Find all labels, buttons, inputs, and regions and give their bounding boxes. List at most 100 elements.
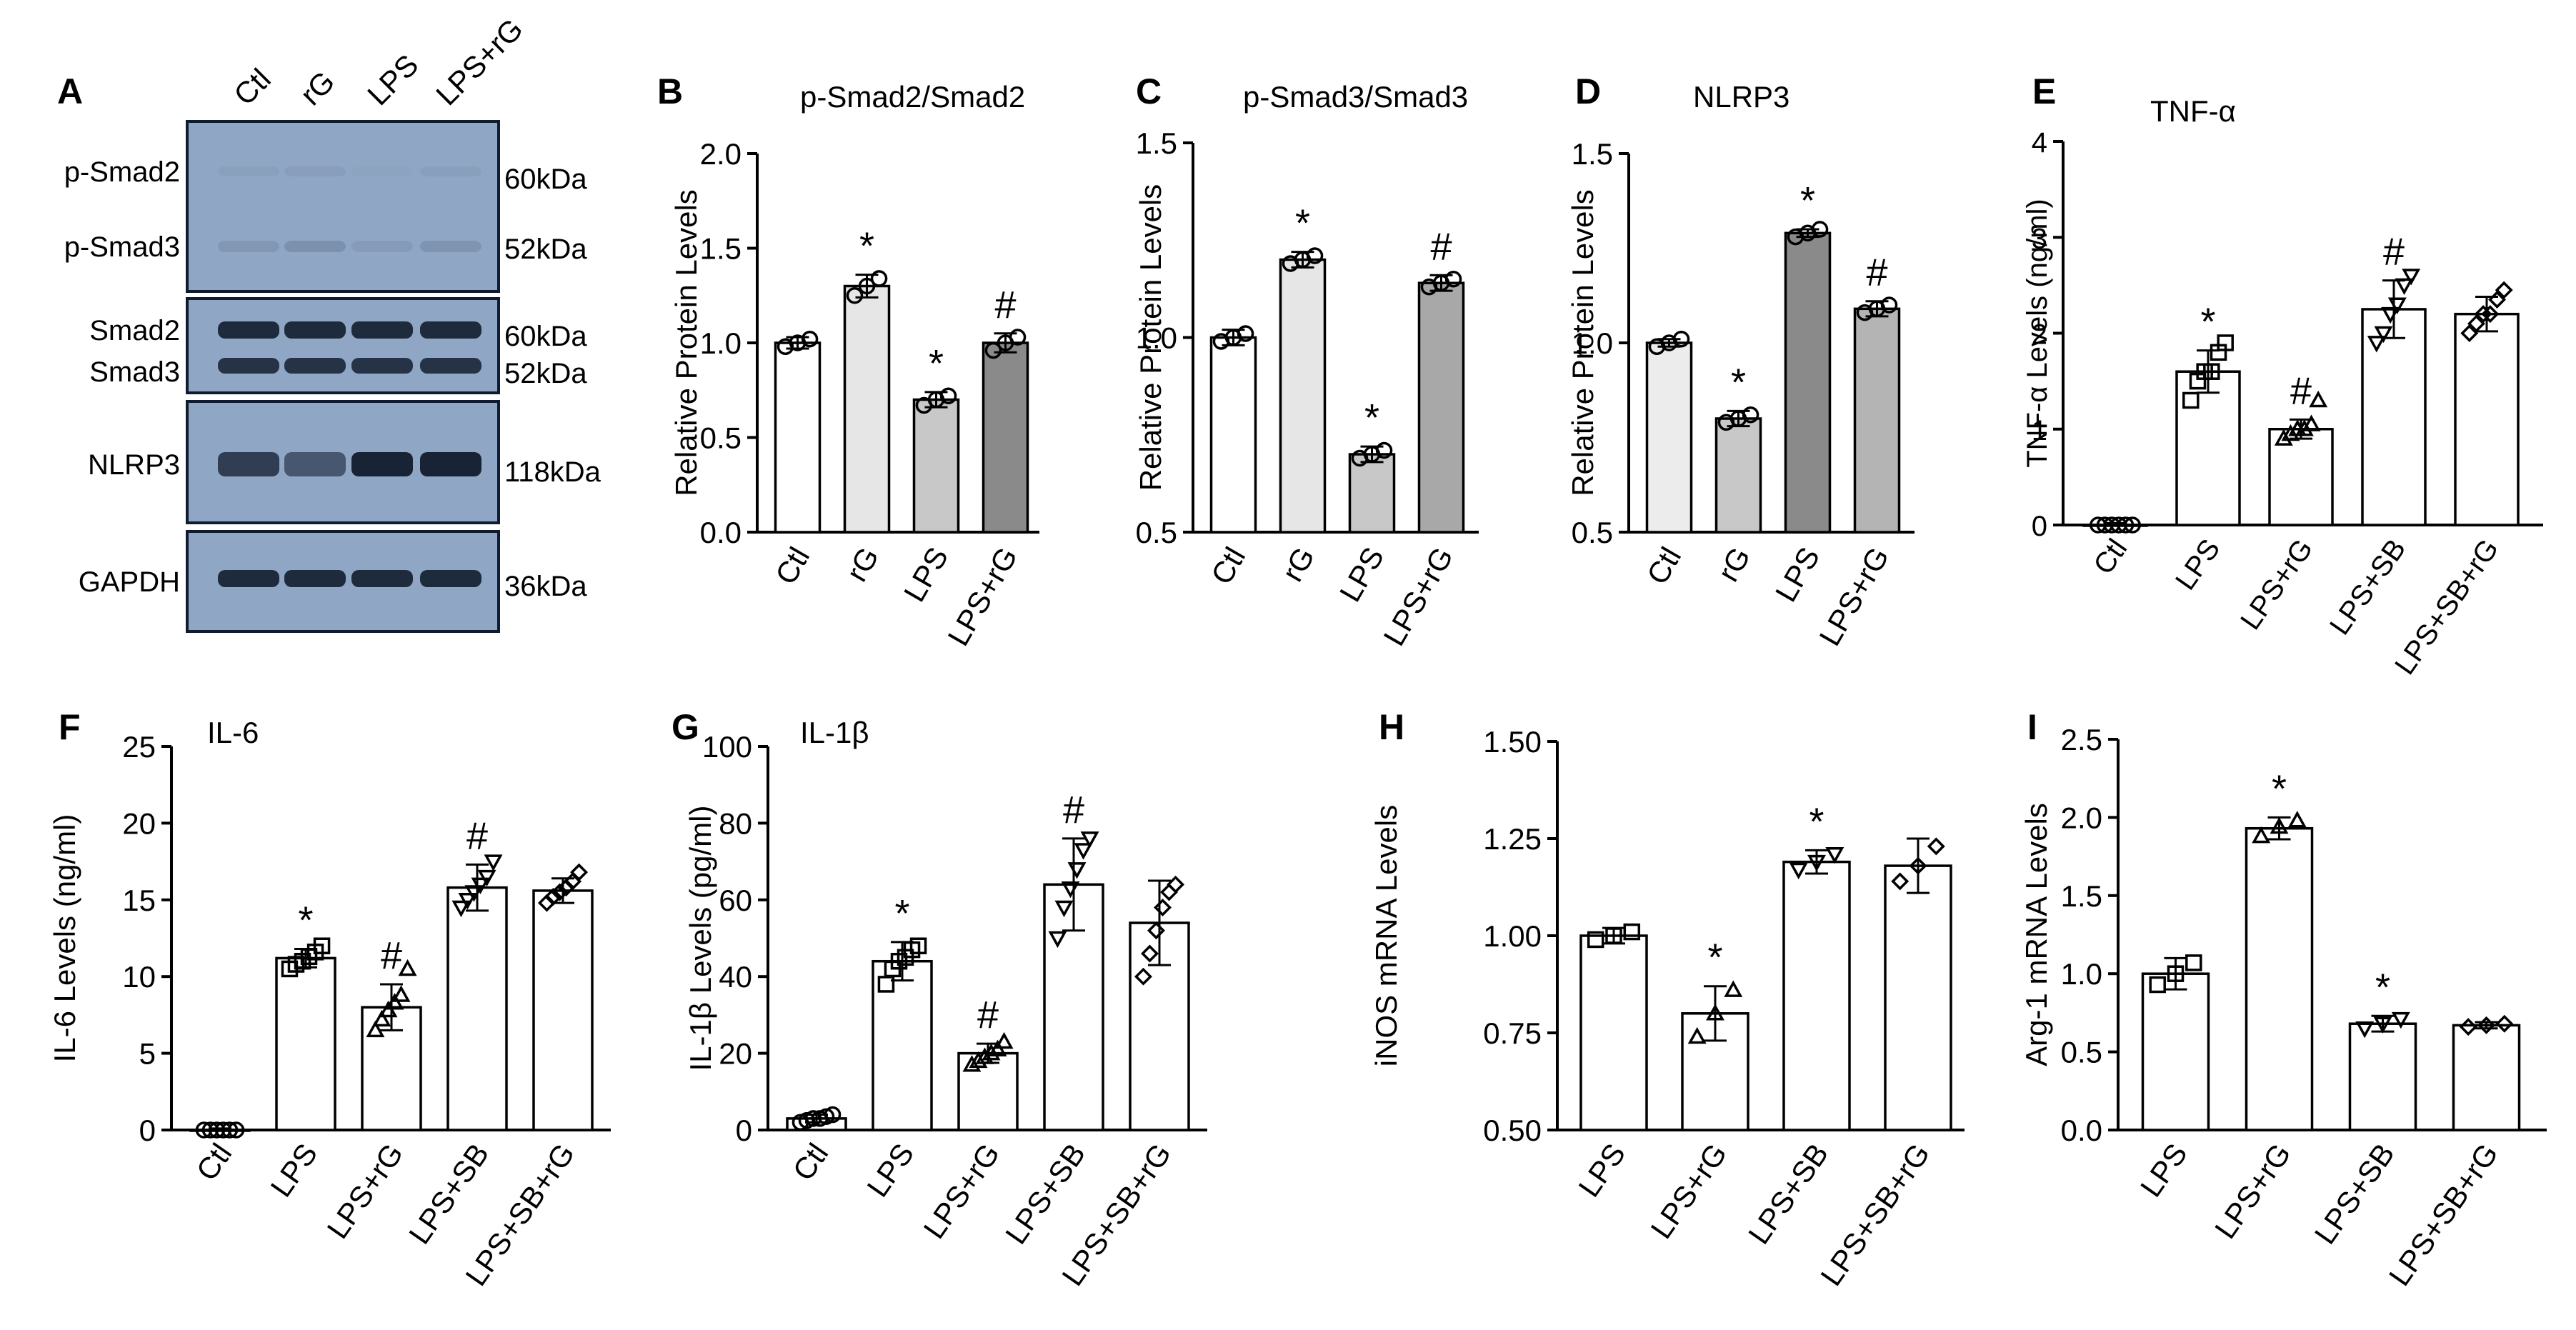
blot-band [351, 166, 413, 176]
data-point [1672, 330, 1690, 348]
data-point [1444, 271, 1462, 288]
significance-mark: # [466, 814, 488, 857]
blot-lane-label: LPS+rG [429, 12, 529, 112]
data-point [1789, 862, 1808, 880]
y-axis-label: Relative Protein Levels [1134, 184, 1167, 491]
bar [2452, 1024, 2521, 1131]
bar [872, 959, 933, 1131]
data-point [391, 985, 411, 1002]
significance-mark: # [994, 284, 1016, 326]
blot-band [284, 241, 346, 252]
blot-kda-label: 118kDa [504, 456, 601, 488]
data-point [227, 1121, 245, 1139]
data-point [870, 270, 888, 287]
y-tick-label: 2 [2032, 319, 2047, 351]
y-tick-label: 1.5 [2061, 879, 2102, 913]
y-axis-label: Relative Protein Levels [1566, 189, 1599, 496]
chart-title: p-Smad2/Smad2 [800, 80, 1025, 114]
bar [1209, 336, 1257, 534]
bar [2245, 826, 2314, 1131]
blot-band [420, 570, 481, 587]
blot-band [351, 321, 413, 339]
chart-panel-d: D NLRP3 Relative Protein Levels 0.5 1.0 1.5 Ct… [1566, 71, 1914, 651]
panel-letter: F [59, 707, 81, 747]
blot-row-label: Smad2 [89, 315, 180, 346]
x-tick-label: LPS [1769, 541, 1826, 607]
chart-title: IL-6 [207, 716, 259, 749]
data-point [484, 854, 503, 871]
data-point [570, 863, 589, 881]
data-point [313, 937, 331, 954]
chart-panel-e: E TNF-α TNF-α Levels (ng/ml) 0 1 2 3 4 Ctl * LPS # L… [2022, 71, 2543, 680]
y-tick-label: 20 [122, 806, 156, 840]
bar [843, 284, 891, 534]
data-point [2124, 516, 2141, 534]
data-point [201, 1121, 219, 1139]
y-tick-label: 60 [719, 884, 752, 917]
blot-band [284, 452, 346, 476]
significance-mark: * [894, 892, 909, 935]
significance-mark: # [1063, 789, 1084, 831]
x-tick-label: rG [839, 541, 885, 587]
data-point [1067, 862, 1087, 879]
data-point [1160, 883, 1179, 901]
data-point [1807, 854, 1826, 872]
bar [1784, 231, 1832, 534]
panel-letter: H [1379, 707, 1404, 747]
significance-mark: * [1364, 396, 1379, 439]
data-point [909, 937, 927, 954]
blot-kda-label: 52kDa [504, 234, 587, 265]
y-tick-label: 1.0 [2061, 957, 2102, 991]
panel-letter: E [2032, 71, 2056, 111]
data-point [2149, 976, 2166, 994]
blot-band [351, 452, 413, 476]
data-point [1811, 221, 1829, 238]
data-point [2481, 305, 2500, 324]
panel-letter: I [2027, 707, 2037, 747]
data-point [2217, 334, 2234, 351]
data-point [2203, 363, 2220, 380]
x-tick-label: LPS+SB+rG [1814, 1137, 1936, 1291]
data-point [2373, 1016, 2392, 1034]
data-point [2274, 429, 2293, 446]
significance-mark: * [1731, 361, 1746, 404]
data-point [1054, 900, 1074, 918]
bar [1853, 307, 1901, 534]
data-point [1147, 921, 1165, 940]
data-point [214, 1121, 232, 1139]
data-point [1927, 837, 1945, 856]
data-point [1009, 329, 1027, 346]
panel-letter: D [1575, 71, 1601, 111]
x-tick-label: LPS [2134, 1137, 2194, 1203]
x-tick-label: Ctl [1204, 541, 1252, 590]
data-point [1375, 441, 1393, 459]
blot-row-label: p-Smad3 [64, 231, 180, 263]
panel-letter: B [657, 71, 683, 111]
blot-band [351, 241, 413, 252]
blot-membrane [186, 297, 500, 394]
x-tick-label: LPS [264, 1137, 324, 1203]
data-point [2467, 314, 2485, 333]
panel-letter: C [1136, 71, 1162, 111]
data-point [1140, 944, 1159, 963]
data-point [464, 885, 484, 902]
western-blot-panel: A Ctl rG LPS LPS+rG p-Smad2 p-Smad3 60kDa 52kD… [57, 12, 601, 633]
data-point [969, 1051, 988, 1069]
y-tick-label: 80 [719, 806, 752, 840]
data-point [366, 1020, 385, 1038]
data-point [1891, 872, 1909, 891]
data-point [1623, 923, 1641, 941]
chart-panel-i: I Arg-1 mRNA Levels 0.0 0.5 1.0 1.5 2.0 2.5 LPS *… [2020, 707, 2547, 1291]
bar [774, 341, 822, 534]
data-point [2309, 390, 2328, 408]
y-tick-label: 1.5 [700, 232, 742, 266]
data-point [1724, 980, 1743, 997]
x-tick-label: LPS+SB [999, 1137, 1092, 1250]
blot-band [284, 358, 346, 374]
data-point [195, 1121, 213, 1139]
blot-kda-label: 60kDa [504, 321, 587, 352]
x-tick-label: LPS+rG [917, 1137, 1007, 1244]
chart-title: IL-1β [800, 716, 869, 749]
